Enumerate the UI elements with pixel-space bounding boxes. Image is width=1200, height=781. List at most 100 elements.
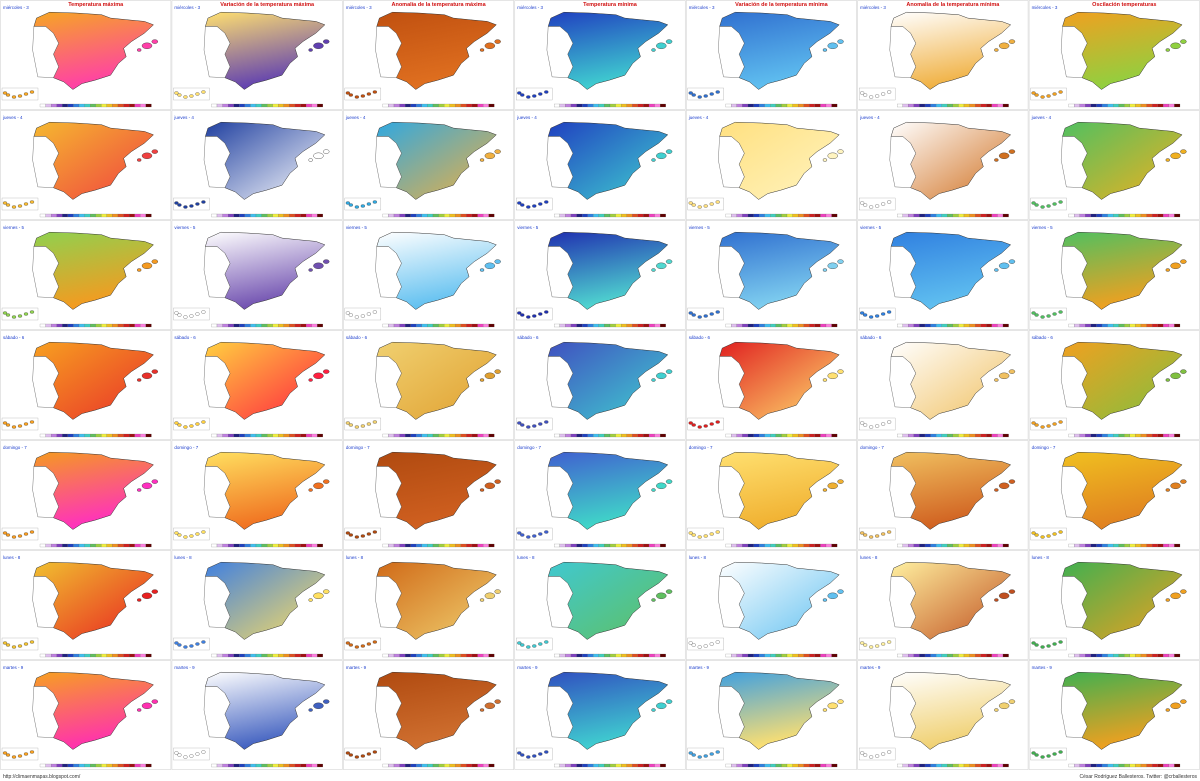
colorbar-cell [449,543,456,548]
balearic-island [313,262,324,269]
canary-island [868,535,874,539]
colorbar-cell [919,433,926,438]
map-panel: sábado - 6 [0,330,172,440]
colorbar-cell [565,213,572,218]
map-panel: sábado - 6 [514,330,686,440]
colorbar-cell [438,653,445,658]
canary-island [538,752,543,756]
balearic-island [1165,378,1170,382]
canary-island [886,420,892,424]
colorbar-cell [438,763,445,768]
row-label: domingo - 7 [346,445,370,450]
canary-island [859,311,865,315]
canary-island [1046,204,1051,208]
map-panel: jueves - 4 [857,110,1029,220]
colorbar-cell [399,213,406,218]
colorbar-cell [554,433,560,438]
colorbar-cell [742,543,749,548]
colorbar-cell [421,653,428,658]
row-label: sábado - 6 [346,335,368,340]
colorbar-cell [587,653,594,658]
colorbar-cell [747,323,754,328]
colorbar-cell [654,433,661,438]
map-panel: lunes - 8 [1028,550,1200,660]
colorbar-cell [770,103,776,108]
canary-island [538,92,543,96]
colorbar-cell [908,323,914,328]
canary-box [858,197,896,211]
canary-island [29,200,35,204]
canary-island [691,753,696,757]
colorbar-cell [660,323,666,328]
colorbar-cell [421,323,428,328]
colorbar-cell [643,103,650,108]
colorbar-cell [73,323,80,328]
colorbar-cell [145,213,152,218]
colorbar-cell [930,213,937,218]
colorbar-cell [820,543,827,548]
colorbar-cell [421,763,428,768]
canary-island [29,90,35,94]
colorbar-cell [416,653,422,658]
portugal-outline [1060,136,1088,188]
canary-box [344,747,382,761]
colorbar-cell [112,763,119,768]
canary-box [687,417,724,431]
colorbar-cell [416,103,422,108]
colorbar-cell [311,323,318,328]
canary-island [709,92,714,96]
colorbar-cell [216,653,223,658]
balearic-island [308,158,313,162]
colorbar-cell [770,653,776,658]
colorbar-cell [565,323,572,328]
colorbar-cell [924,103,931,108]
colorbar-cell [991,213,998,218]
canary-island [201,640,206,644]
balearic-island [1170,42,1181,49]
colorbar-cell [825,103,832,108]
map-panel: viernes - 5 [1028,220,1200,330]
balearic-island [656,482,667,489]
colorbar-cell [576,763,583,768]
colorbar-cell [488,213,495,218]
colorbar-cell [90,543,96,548]
canary-island [868,645,874,649]
canary-island [868,755,874,759]
row-label: martes - 9 [174,665,195,670]
colorbar-cell [449,763,456,768]
colorbar-cell [814,103,821,108]
colorbar-cell [134,433,141,438]
colorbar-cell [1157,763,1164,768]
colorbar-cell [654,323,661,328]
colorbar-cell [1124,103,1130,108]
colorbar-cell [261,323,268,328]
balearic-island [827,482,838,489]
colorbar-cell [399,653,406,658]
balearic-island [837,39,844,44]
row-label: miércoles - 3 [346,5,372,10]
map-panel: lunes - 8 [0,550,172,660]
colorbar-cell [1135,763,1142,768]
colorbar-cell [1068,433,1075,438]
portugal-outline [889,26,916,78]
canary-island [360,644,366,648]
colorbar-cell [786,433,793,438]
colorbar-cell [825,763,832,768]
canary-island [354,425,360,429]
colorbar-cell [786,323,793,328]
colorbar-cell [792,433,799,438]
colorbar-cell [660,653,666,658]
colorbar-cell [764,323,771,328]
row-label: viernes - 5 [689,225,711,230]
colorbar-cell [67,213,74,218]
colorbar-cell [289,213,296,218]
row-label: miércoles - 3 [689,5,715,10]
colorbar-cell [958,433,965,438]
colorbar-cell [654,763,661,768]
colorbar-cell [233,103,240,108]
colorbar-cell [51,433,57,438]
colorbar-cell [831,763,838,768]
colorbar-cell [477,323,484,328]
canary-box [1,527,39,541]
canary-island [1058,640,1063,644]
